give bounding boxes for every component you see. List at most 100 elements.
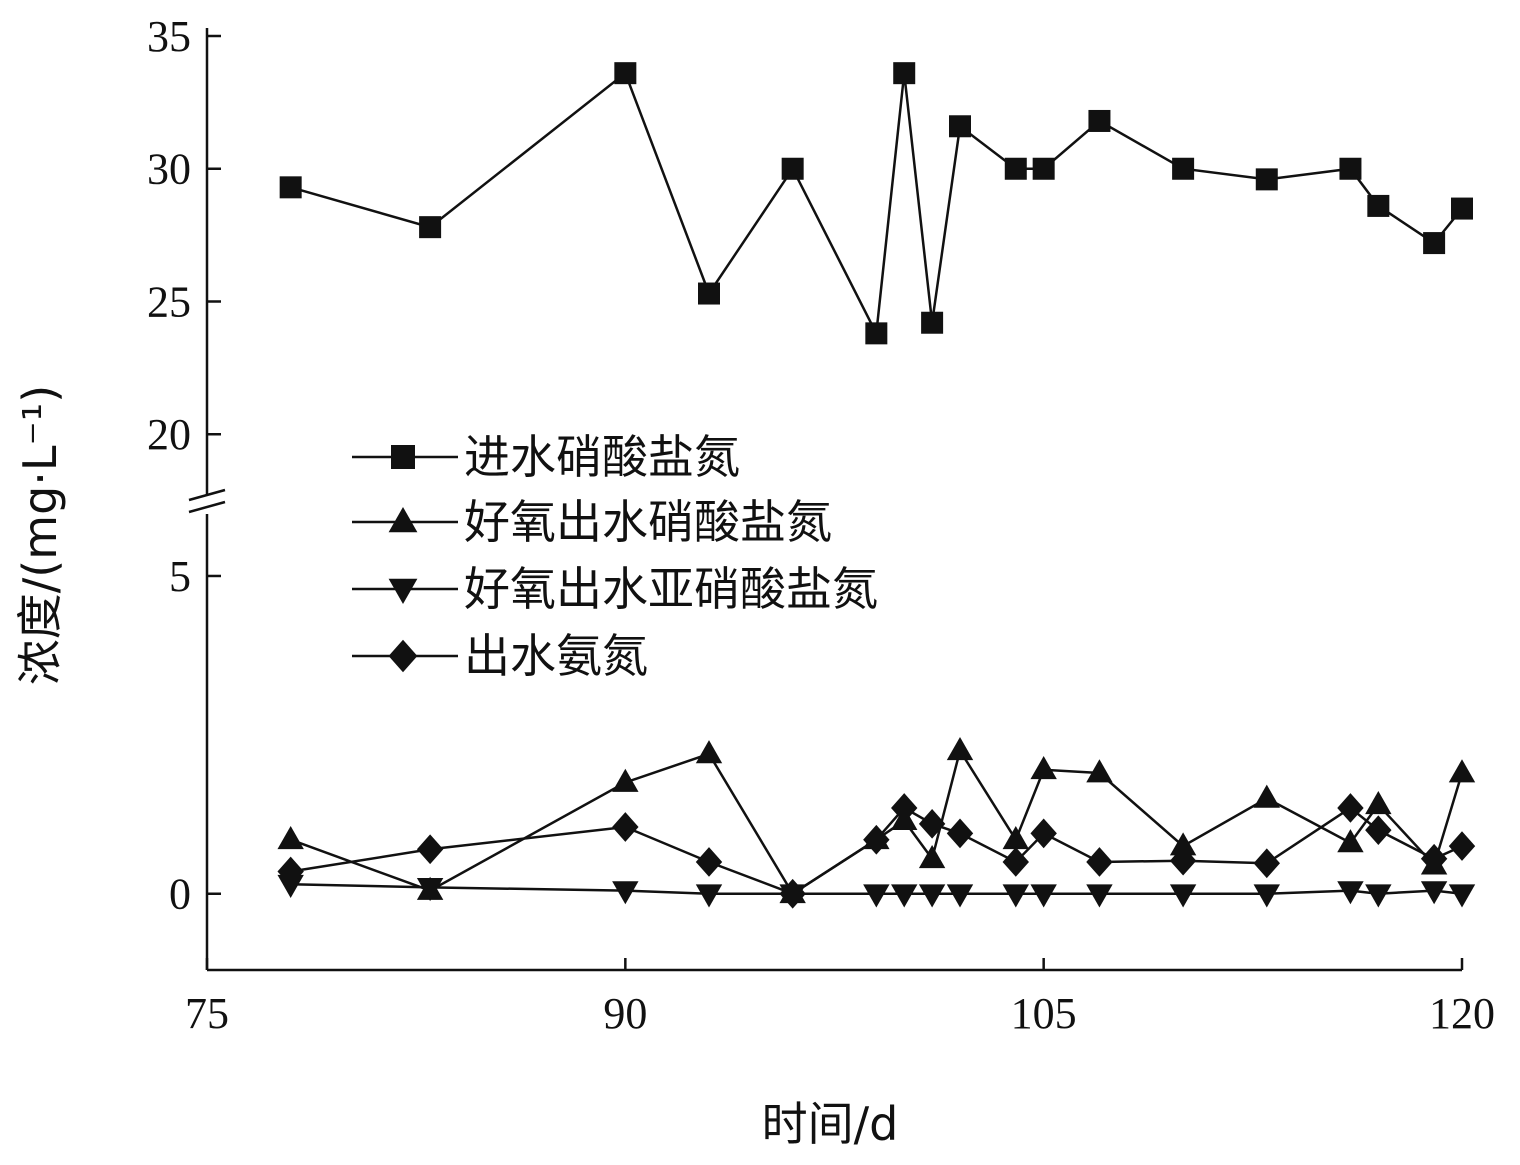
data-point (279, 176, 302, 199)
data-point (1169, 832, 1197, 856)
data-point (1255, 168, 1278, 191)
data-point (1423, 232, 1446, 255)
data-point (946, 884, 974, 908)
axis-break-mark (188, 488, 226, 502)
data-point (949, 115, 971, 138)
data-point (1337, 881, 1364, 905)
series-layer (277, 62, 1476, 909)
data-point (1086, 847, 1113, 877)
x-tick-label: 90 (603, 989, 647, 1038)
data-point (1253, 848, 1280, 879)
data-point (695, 847, 723, 877)
data-point (277, 825, 304, 850)
y-tick-label: 20 (147, 410, 191, 459)
data-point (277, 856, 304, 887)
data-point (1253, 884, 1280, 908)
legend-label: 好氧出水亚硝酸盐氮 (464, 562, 878, 616)
y-tick-label: 0 (169, 870, 191, 919)
data-point (1086, 884, 1113, 908)
data-point (1337, 829, 1364, 853)
x-tick-label: 105 (1011, 989, 1077, 1038)
data-point (1365, 791, 1392, 815)
data-point (416, 878, 444, 902)
data-point (1088, 109, 1111, 132)
data-point (1030, 884, 1057, 908)
data-point (918, 884, 946, 908)
y-tick-label: 35 (147, 12, 191, 61)
legend-label: 进水硝酸盐氮 (464, 430, 740, 484)
data-point (921, 311, 944, 334)
data-point (1420, 843, 1448, 874)
data-point (1337, 793, 1364, 823)
data-point (891, 793, 918, 823)
y-tick-label: 25 (147, 277, 191, 326)
x-axis-title: 时间/d (762, 1097, 899, 1151)
data-point (1086, 759, 1113, 783)
legend-item: 好氧出水亚硝酸盐氮 (352, 562, 878, 616)
data-point (918, 808, 946, 839)
legend-item: 进水硝酸盐氮 (352, 430, 740, 484)
data-point (1032, 157, 1055, 180)
data-point (863, 884, 890, 908)
data-point (946, 818, 974, 849)
data-point (946, 736, 974, 761)
axis-break-mark (188, 500, 226, 514)
data-point (419, 216, 442, 239)
data-point (1451, 197, 1473, 220)
data-point (1420, 881, 1448, 905)
legend-item: 好氧出水硝酸盐氮 (352, 495, 832, 549)
legend-marker (388, 507, 418, 533)
legend-label: 出水氨氮 (464, 629, 648, 683)
series-line (290, 71, 1463, 338)
legend-item: 出水氨氮 (352, 629, 648, 683)
data-point (1030, 818, 1057, 849)
legend-marker (388, 639, 418, 673)
data-point (695, 740, 723, 764)
y-tick-label: 5 (169, 552, 191, 601)
data-point (781, 157, 804, 180)
y-tick-label: 30 (147, 145, 191, 194)
data-point (1367, 194, 1390, 217)
data-point (1169, 884, 1197, 908)
x-tick-label: 120 (1429, 989, 1495, 1038)
series-4 (277, 793, 1476, 909)
data-point (698, 282, 720, 305)
data-point (1002, 847, 1029, 877)
data-point (1365, 815, 1392, 846)
data-point (918, 845, 946, 869)
data-point (1339, 157, 1362, 180)
series-2 (277, 736, 1476, 904)
legend-marker (388, 578, 418, 604)
data-point (1002, 884, 1029, 908)
data-point (614, 62, 637, 85)
data-point (891, 884, 918, 908)
data-point (1448, 884, 1476, 908)
y-axis-title: 浓度/(mg·L⁻¹) (13, 385, 67, 685)
data-point (865, 322, 888, 345)
axes: 75 90 105 120 20 25 30 35 0 5 (147, 12, 1495, 1038)
data-point (863, 824, 890, 855)
data-point (1172, 157, 1195, 180)
data-point (1448, 831, 1476, 861)
data-point (1253, 784, 1280, 808)
data-point (695, 884, 723, 908)
data-point (277, 874, 304, 898)
data-point (893, 62, 916, 85)
series-1 (279, 62, 1473, 345)
data-point (1448, 759, 1476, 783)
data-point (612, 881, 639, 905)
x-tick-label: 75 (185, 989, 229, 1038)
data-point (1169, 845, 1197, 876)
data-point (1030, 756, 1057, 780)
legend-marker (391, 445, 415, 469)
data-point (612, 812, 639, 842)
data-point (416, 834, 444, 865)
legend-label: 好氧出水硝酸盐氮 (464, 495, 832, 549)
series-line (290, 747, 1464, 896)
data-point (1004, 157, 1027, 180)
data-point (1365, 884, 1392, 908)
data-point (779, 878, 806, 909)
series-3 (277, 874, 1476, 908)
